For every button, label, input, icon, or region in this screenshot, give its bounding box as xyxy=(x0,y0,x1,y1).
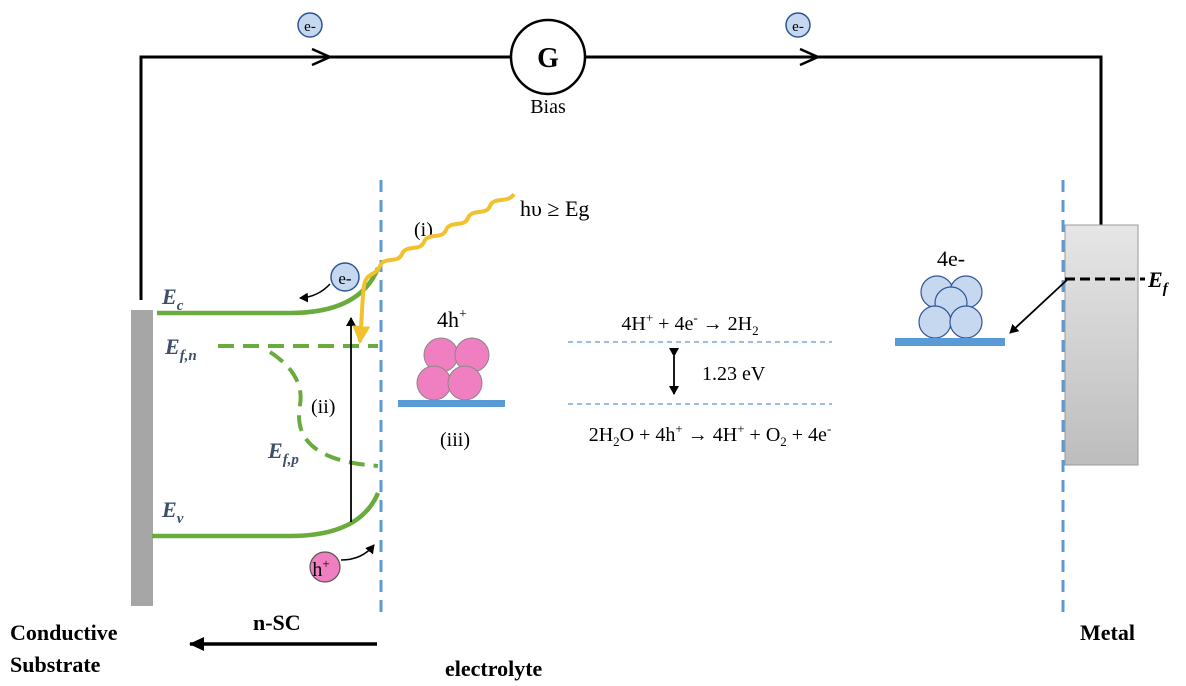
circuit-wire xyxy=(586,57,1101,225)
galvanometer-label: G xyxy=(537,43,559,74)
nsc-label: n-SC xyxy=(253,610,301,635)
bias-label: Bias xyxy=(530,96,566,118)
electron-circuit-right: e- xyxy=(786,13,810,37)
step-iii-label: (iii) xyxy=(440,429,470,451)
step-ii-label: (ii) xyxy=(311,396,335,418)
valence-band xyxy=(152,493,378,536)
electron-circuit-left: e- xyxy=(298,13,322,37)
ec-label: Ec xyxy=(161,284,184,314)
efp-label: Ef,p xyxy=(267,438,299,468)
electrons-cluster: 4e- xyxy=(895,246,1005,346)
svg-text:4e-: 4e- xyxy=(937,246,965,271)
efn-label: Ef,n xyxy=(164,334,197,364)
metal-electrode xyxy=(1065,225,1138,465)
holes-cluster: 4h+ xyxy=(398,307,505,407)
hole-particle: h+ xyxy=(310,552,340,582)
metal-label: Metal xyxy=(1080,620,1135,645)
electrolyte-label: electrolyte xyxy=(445,656,543,681)
reduction-reaction: 4H+ + 4e- → 2H2 xyxy=(621,310,758,338)
conductive-substrate-label-2: Substrate xyxy=(10,652,101,677)
photon-label: hυ ≥ Eg xyxy=(520,196,589,221)
oxidation-reaction: 2H2O + 4h+ → 4H+ + O2 + 4e- xyxy=(589,421,832,449)
reaction-panel: 4H+ + 4e- → 2H2 1.23 eV 2H2O + 4h+ → 4H+… xyxy=(568,310,832,449)
svg-text:e-: e- xyxy=(304,19,316,35)
electron-drift-arrow xyxy=(300,284,330,298)
svg-text:e-: e- xyxy=(338,269,352,288)
hole-drift-arrow xyxy=(341,545,374,560)
band-diagram xyxy=(152,268,378,536)
svg-text:4h+: 4h+ xyxy=(437,307,467,332)
svg-text:e-: e- xyxy=(792,19,804,35)
ef-label: Ef xyxy=(1147,267,1170,297)
conductive-substrate-label-1: Conductive xyxy=(10,620,118,645)
ev-label: Ev xyxy=(161,497,184,527)
circuit-wire xyxy=(141,57,510,300)
electron-particle: e- xyxy=(331,263,359,291)
gap-value: 1.23 eV xyxy=(702,363,766,385)
conductive-substrate xyxy=(131,310,153,606)
electron-transfer-arrow xyxy=(1010,279,1068,333)
